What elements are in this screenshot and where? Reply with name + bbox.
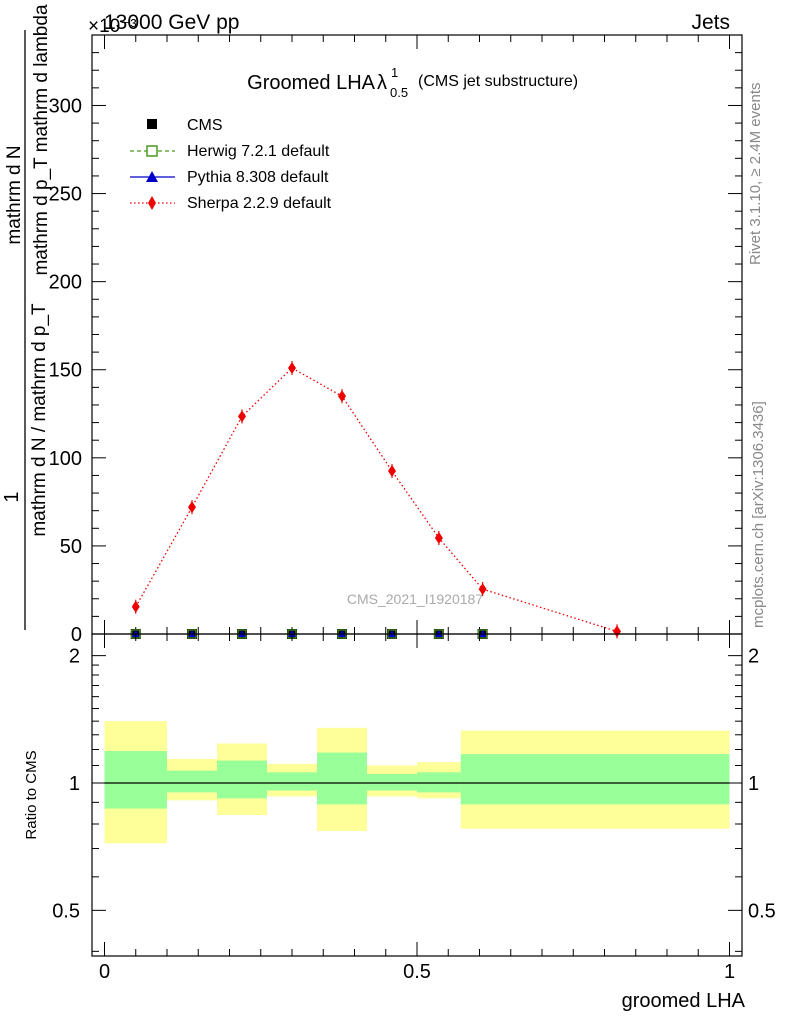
y-tick-label: 50 [60,536,82,558]
plot-title: Groomed LHA λ 1 0.5 (CMS jet substructur… [247,65,578,100]
x-tick-label: 0 [99,961,110,983]
legend-label-cms: CMS [187,117,223,134]
x-tick-label: 1 [724,961,735,983]
sherpa-point [434,531,443,544]
legend-marker-sherpa [148,196,156,210]
title-symbol: λ [377,72,387,94]
ylabel-line-a: mathrm d N / mathrm d p_T [29,303,50,537]
ratio-band-inner [167,770,217,793]
legend-marker-pythia [146,171,158,182]
energy-label: 13000 GeV pp [104,11,239,34]
sherpa-point [131,600,140,613]
x-tick-label: 0.5 [403,961,431,983]
sherpa-point [613,625,621,638]
ratio-y-tick-label-right: 2 [748,646,759,668]
exponent-label: ×10⁻³ [88,16,137,37]
legend-label-herwig: Herwig 7.2.1 default [187,143,330,160]
ratio-band-inner [104,751,167,809]
sherpa-point [188,501,196,514]
sherpa-point [238,410,246,423]
ratio-band-inner [367,774,417,791]
ratio-band-inner [317,752,367,805]
y-tick-label: 0 [71,624,82,646]
title-superscript: 1 [391,65,398,80]
sherpa-point [388,465,396,478]
title-main: Groomed LHA [247,72,375,94]
ylabel-numerator-one: 1 [1,491,23,502]
ratio-y-label: Ratio to CMS [23,750,40,839]
main-y-axis: 0 50 100 150 200 250 300 [49,52,742,646]
y-tick-label: 100 [49,448,82,470]
ratio-y-tick-label: 1 [69,773,80,795]
ratio-y-tick-label-right: 0.5 [748,900,776,922]
legend-marker-herwig [146,145,158,157]
sherpa-point [338,390,346,403]
legend-label-sherpa: Sherpa 2.2.9 default [187,195,332,212]
ratio-y-tick-label: 0.5 [52,900,80,922]
legend-label-pythia: Pythia 8.308 default [187,169,329,186]
title-subscript: 0.5 [390,85,408,100]
y-tick-label: 250 [49,184,82,206]
main-x-ticks [104,35,730,634]
y-tick-label: 150 [49,360,82,382]
y-tick-label: 200 [49,272,82,294]
legend-marker-cms [147,119,157,129]
ratio-band-inner [417,772,461,793]
main-y-axis-label: 1 mathrm d N / mathrm d p_T mathrm d N m… [1,4,52,630]
x-axis-label: groomed LHA [622,990,746,1012]
ratio-band-inner [267,772,317,791]
ratio-y-tick-label: 2 [69,646,80,668]
sherpa-point [478,583,487,596]
title-extra: (CMS jet substructure) [418,73,578,90]
ratio-axes: 0.5 0.5 1 1 2 2 0 0.5 1 [52,634,776,983]
analysis-watermark: CMS_2021_I1920187 [347,591,483,607]
sherpa-point [288,361,296,374]
rivet-label: Rivet 3.1.10, ≥ 2.4M events [747,83,764,266]
ratio-y-tick-label-right: 1 [748,773,759,795]
ratio-band-inner [217,760,267,799]
y-tick-label: 300 [49,95,82,117]
legend: CMS Herwig 7.2.1 default Pythia 8.308 de… [130,117,332,212]
category-label: Jets [691,11,730,34]
ylabel-line-b: mathrm d p_T mathrm d lambda [31,4,52,275]
ylabel-numerator-dn: mathrm d N [4,145,25,244]
ratio-band-inner [460,754,730,805]
mcplots-label: mcplots.cern.ch [arXiv:1306.3436] [750,401,767,628]
ratio-bands-group [104,721,730,844]
